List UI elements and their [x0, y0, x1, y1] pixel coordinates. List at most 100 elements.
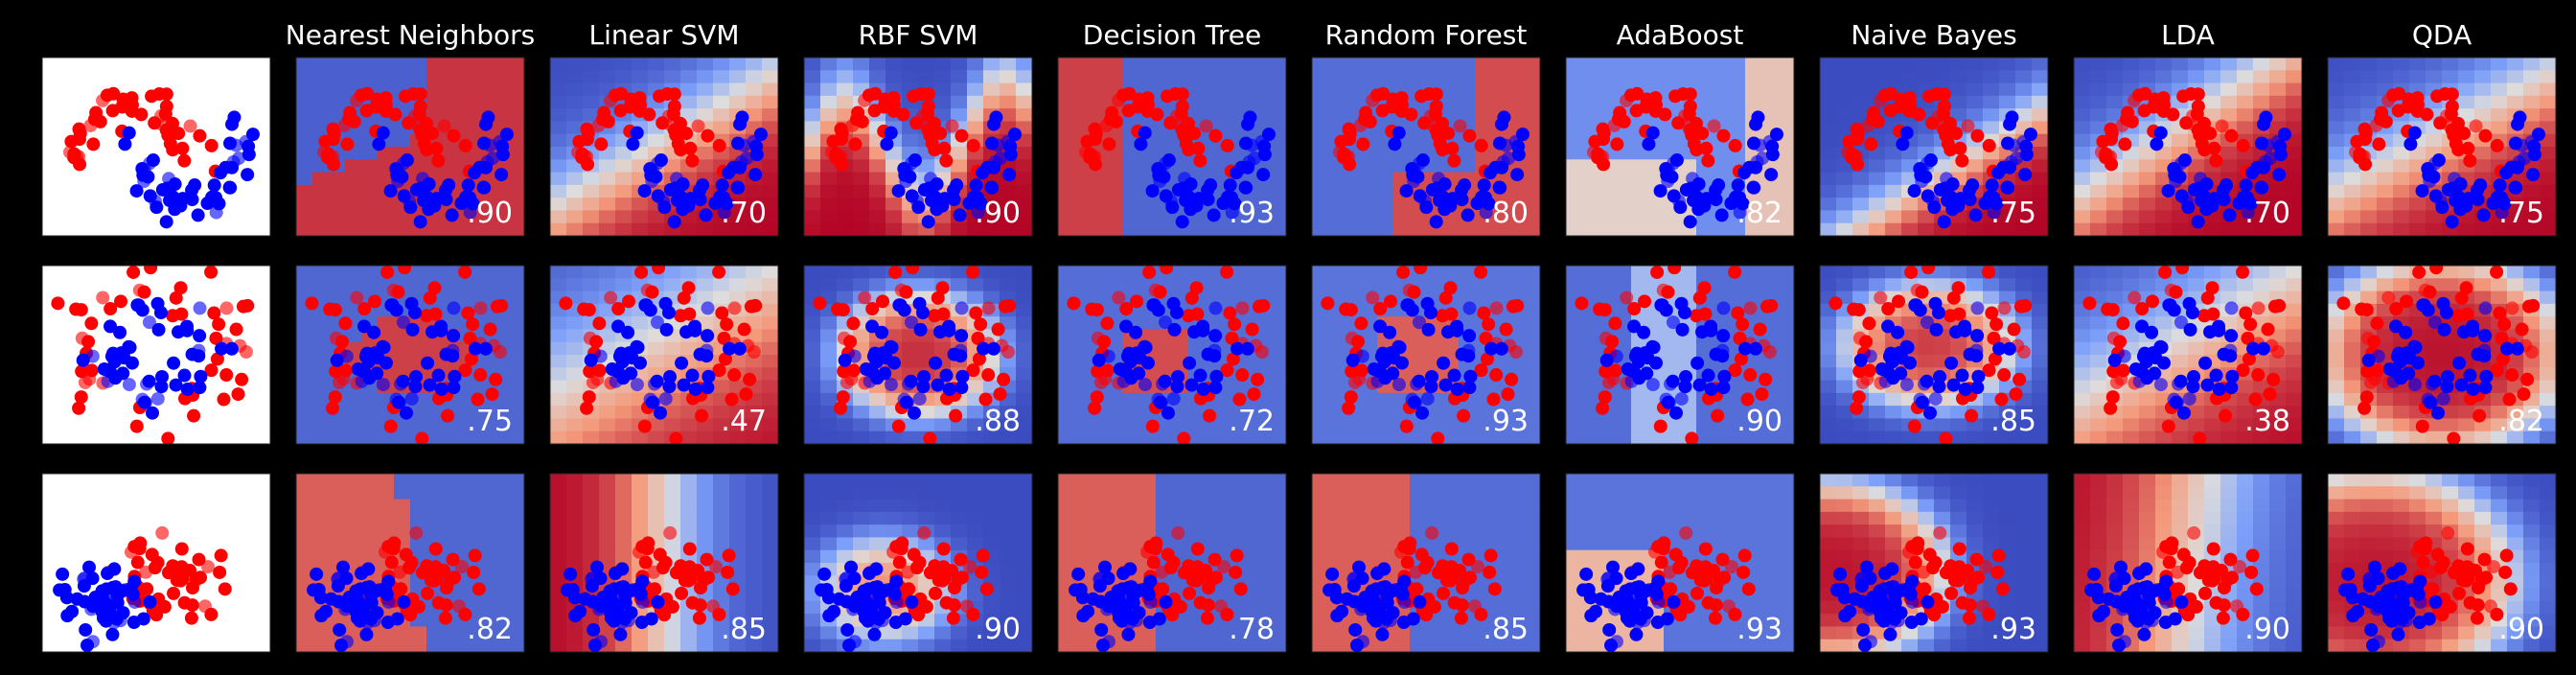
surface-cell — [1345, 278, 1362, 292]
class-0-point — [1596, 401, 1610, 415]
classifier-panel: .82 — [1565, 57, 1795, 237]
surface-cell — [1123, 406, 1140, 420]
surface-cell — [1631, 431, 1648, 444]
class-1-point — [971, 205, 985, 220]
surface-cell — [394, 329, 411, 343]
surface-cell — [632, 58, 649, 71]
class-1-point — [1704, 319, 1718, 334]
surface-cell — [1615, 58, 1632, 71]
surface-cell — [2237, 58, 2254, 71]
class-0-point — [1089, 127, 1103, 141]
class-1-point — [942, 319, 956, 334]
class-0-point — [1119, 302, 1134, 316]
surface-cell — [1582, 121, 1599, 135]
panels: .90.70.90.93.80.82.75.70.75.75.47.88.72.… — [41, 57, 2557, 653]
class-0-point — [1453, 119, 1467, 133]
surface-cell — [2507, 222, 2524, 236]
surface-cell — [1524, 303, 1540, 317]
surface-cell — [1582, 367, 1599, 382]
classifier-panel: .72 — [1057, 265, 1287, 445]
class-0-point — [473, 301, 488, 315]
class-0-point — [2350, 134, 2364, 149]
surface-cell — [1713, 266, 1730, 279]
surface-cell — [312, 329, 330, 343]
surface-cell — [1000, 95, 1017, 109]
surface-cell — [1205, 82, 1222, 97]
surface-cell — [1328, 95, 1346, 109]
class-1-point — [1494, 341, 1508, 356]
surface-cell — [2155, 198, 2173, 212]
class-0-point — [876, 294, 890, 309]
class-0-point — [241, 298, 255, 313]
surface-cell — [2032, 82, 2048, 97]
surface-cell — [1966, 222, 1984, 236]
class-1-point — [446, 349, 460, 363]
surface-cell — [804, 329, 821, 343]
class-0-point — [1247, 387, 1261, 402]
surface-cell — [2393, 210, 2410, 224]
surface-cell — [902, 222, 919, 236]
class-1-point — [1479, 205, 1493, 220]
surface-cell — [934, 70, 952, 84]
surface-cell — [1647, 172, 1665, 186]
class-0-point — [1933, 250, 1946, 264]
surface-cell — [1582, 329, 1599, 343]
surface-cell — [1172, 341, 1189, 356]
surface-cell — [967, 222, 984, 236]
surface-cell — [2328, 198, 2345, 212]
surface-cell — [2442, 58, 2459, 71]
surface-cell — [1999, 210, 2016, 224]
surface-cell — [443, 431, 460, 444]
class-0-point — [340, 137, 355, 151]
surface-cell — [1442, 418, 1460, 432]
surface-cell — [296, 159, 313, 174]
surface-cell — [1237, 266, 1254, 279]
panel-frame — [1311, 57, 1541, 237]
class-1-point — [733, 160, 748, 175]
surface-cell — [1205, 95, 1222, 109]
class-0-point — [572, 134, 586, 149]
class-1-point — [2005, 110, 2019, 125]
class-1-point — [1683, 215, 1697, 229]
class-1-point — [1963, 183, 1977, 198]
surface-cell — [853, 58, 870, 71]
surface-cell — [2090, 121, 2107, 135]
class-0-point — [1489, 368, 1504, 383]
surface-cell — [1820, 278, 1837, 292]
surface-cell — [1442, 222, 1460, 236]
surface-cell — [1000, 266, 1017, 279]
class-0-point — [1189, 281, 1204, 295]
class-0-point — [1339, 302, 1353, 316]
surface-cell — [1377, 266, 1394, 279]
surface-cell — [1647, 316, 1665, 331]
surface-cell — [426, 58, 444, 71]
class-1-point — [1510, 168, 1525, 182]
surface-cell — [1696, 58, 1714, 71]
class-1-point — [708, 197, 723, 211]
class-0-point — [907, 89, 921, 104]
class-0-point — [402, 116, 416, 130]
surface-cell — [2220, 58, 2238, 71]
surface-cell — [2106, 58, 2124, 71]
surface-cell — [2426, 133, 2443, 148]
surface-cell — [804, 380, 821, 394]
class-0-point — [1098, 372, 1113, 386]
surface-cell — [1139, 222, 1157, 236]
surface-cell — [1778, 380, 1794, 394]
surface-cell — [508, 392, 524, 407]
surface-cell — [1761, 58, 1779, 71]
class-0-point — [1080, 134, 1094, 149]
surface-cell — [1507, 82, 1525, 97]
class-1-point — [193, 301, 207, 315]
class-1-point — [884, 378, 898, 392]
surface-cell — [2074, 210, 2091, 224]
surface-cell — [853, 184, 870, 198]
surface-cell — [2393, 58, 2410, 71]
class-1-point — [969, 178, 983, 193]
surface-cell — [312, 278, 330, 292]
surface-cell — [1091, 95, 1108, 109]
surface-cell — [2106, 95, 2124, 109]
surface-cell — [361, 406, 379, 420]
surface-cell — [1598, 108, 1616, 123]
class-1-point — [463, 205, 477, 220]
